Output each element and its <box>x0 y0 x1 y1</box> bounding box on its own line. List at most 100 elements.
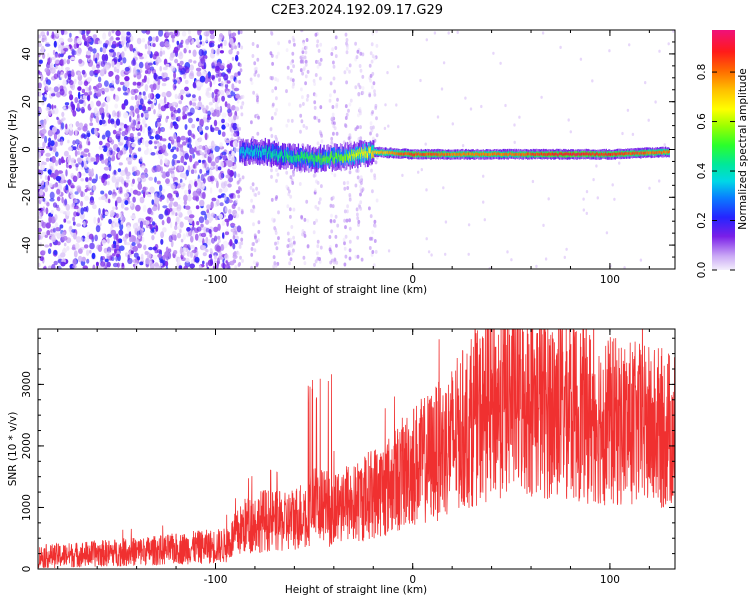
noise-mark <box>371 110 374 115</box>
noise-mark <box>107 181 110 186</box>
signal-mark <box>609 153 612 156</box>
signal-mark <box>603 152 605 156</box>
noise-mark <box>64 198 68 206</box>
noise-mark <box>100 190 105 195</box>
signal-mark <box>414 153 416 157</box>
noise-mark <box>72 258 77 266</box>
noise-mark <box>47 57 51 65</box>
noise-mark <box>90 112 94 119</box>
signal-mark <box>255 146 257 159</box>
signal-mark <box>364 146 367 154</box>
signal-mark <box>579 153 581 157</box>
noise-mark <box>361 52 365 57</box>
noise-mark <box>161 83 167 87</box>
noise-mark <box>101 233 105 238</box>
colorbar-tick-label: 0.2 <box>696 212 708 229</box>
noise-mark <box>82 265 88 269</box>
noise-mark <box>154 249 159 254</box>
noise-mark <box>53 40 57 48</box>
noise-mark <box>359 125 362 130</box>
noise-mark <box>196 226 202 232</box>
noise-mark <box>218 213 223 220</box>
signal-mark <box>567 152 569 156</box>
signal-mark <box>367 151 369 158</box>
noise-mark <box>359 111 362 116</box>
noise-mark <box>94 234 98 242</box>
noise-mark <box>180 238 184 243</box>
signal-mark <box>651 151 653 155</box>
noise-mark <box>513 123 516 127</box>
noise-mark <box>256 57 260 62</box>
noise-mark <box>358 64 362 68</box>
signal-mark <box>337 154 340 161</box>
signal-mark <box>638 151 640 155</box>
noise-mark <box>425 188 428 192</box>
noise-mark <box>83 153 88 157</box>
noise-mark <box>123 36 126 45</box>
noise-mark <box>359 184 362 189</box>
noise-mark <box>373 239 377 243</box>
noise-mark <box>224 254 230 260</box>
noise-mark <box>122 57 127 64</box>
noise-mark <box>78 99 84 104</box>
noise-mark <box>299 129 302 134</box>
signal-mark <box>359 147 361 155</box>
signal-mark <box>277 155 279 162</box>
signal-mark <box>257 146 259 160</box>
noise-mark <box>204 77 209 84</box>
noise-mark <box>226 80 231 84</box>
noise-mark <box>313 82 316 86</box>
noise-mark <box>343 246 347 251</box>
noise-mark <box>46 202 50 207</box>
signal-mark <box>616 153 618 156</box>
signal-mark <box>391 151 393 154</box>
signal-mark <box>407 152 409 156</box>
signal-mark <box>562 152 565 156</box>
noise-mark <box>104 258 109 263</box>
noise-mark <box>169 55 174 61</box>
noise-mark <box>63 47 69 52</box>
signal-mark <box>446 153 449 156</box>
noise-mark <box>194 105 200 110</box>
noise-mark <box>81 88 86 94</box>
noise-mark <box>76 102 80 110</box>
noise-mark <box>274 111 277 116</box>
noise-mark <box>371 189 374 194</box>
noise-mark <box>65 169 68 177</box>
noise-mark <box>148 93 153 100</box>
noise-mark <box>55 204 60 208</box>
noise-mark <box>123 99 129 106</box>
signal-mark <box>279 152 282 159</box>
noise-mark <box>111 60 115 68</box>
noise-mark <box>237 30 241 35</box>
noise-mark <box>126 225 131 233</box>
noise-mark <box>226 68 232 73</box>
signal-mark <box>360 150 362 157</box>
noise-mark <box>158 152 164 160</box>
noise-mark <box>447 31 450 35</box>
noise-mark <box>253 248 257 253</box>
noise-mark <box>68 164 72 169</box>
noise-mark <box>101 119 106 125</box>
signal-mark <box>650 150 652 154</box>
noise-mark <box>82 33 86 40</box>
signal-mark <box>394 151 396 155</box>
signal-mark <box>354 154 356 161</box>
noise-mark <box>131 59 137 66</box>
noise-mark <box>329 93 332 98</box>
noise-mark <box>256 131 260 136</box>
signal-mark <box>598 153 601 157</box>
noise-mark <box>181 31 187 37</box>
signal-mark <box>351 152 353 165</box>
noise-mark <box>211 65 216 69</box>
noise-mark <box>591 79 594 83</box>
signal-mark <box>512 153 514 157</box>
noise-mark <box>236 115 239 120</box>
signal-mark <box>598 153 600 157</box>
signal-mark <box>484 153 486 157</box>
noise-mark <box>333 89 336 94</box>
noise-mark <box>252 90 256 95</box>
noise-mark <box>99 107 105 114</box>
noise-mark <box>219 256 224 260</box>
noise-mark <box>301 229 305 233</box>
